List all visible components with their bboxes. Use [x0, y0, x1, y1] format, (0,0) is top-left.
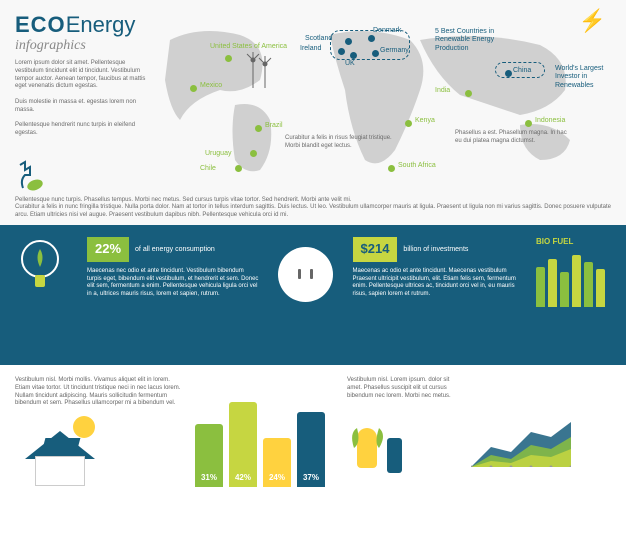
map-caption: Phasellus a est. Phasellum magna. In hac… [455, 130, 575, 146]
europe-cluster [330, 30, 410, 60]
map-footer-text: Pellentesque nunc turpis. Phasellus temp… [15, 197, 611, 220]
country-label: Chile [200, 165, 216, 172]
china-cluster [495, 62, 545, 78]
map-section: ECOEnergy infographics Lorem ipsum dolor… [0, 0, 626, 225]
chart-bar: 31% [195, 424, 223, 487]
intro-text: Lorem ipsum dolor sit amet. Pellentesque… [15, 60, 155, 138]
chart-bar: 24% [263, 438, 291, 487]
chart-bar: 37% [297, 412, 325, 487]
title-energy: Energy [66, 12, 136, 37]
corn-pump-icon [347, 408, 407, 488]
bottom-text1: Vestibulum nisl. Morbi mollis. Vivamus a… [15, 377, 183, 408]
country-label: United States of America [210, 43, 287, 50]
stat2-badge: $214 [353, 237, 398, 262]
country-dot [405, 120, 412, 127]
plug-leaf-icon [15, 160, 50, 195]
country-dot [250, 150, 257, 157]
stat1-badge: 22% [87, 237, 129, 262]
world-map: Mexico United States of America Brazil Urug… [150, 10, 620, 185]
socket-icon [278, 247, 333, 302]
mid-text1: Maecenas nec odio et ante tincidunt. Ves… [87, 268, 259, 299]
country-label: Uruguay [205, 150, 231, 157]
country-dot [465, 90, 472, 97]
bottom-text2: Vestibulum nisl. Lorem ipsum. dolor sit … [347, 377, 459, 400]
country-label: Indonesia [535, 117, 565, 124]
chart-bar: 42% [229, 402, 257, 487]
mid-text2: Maecenas ac odio et ante tincidunt. Maec… [353, 268, 525, 299]
callout-best-countries: 5 Best Countries in Renewable Energy Pro… [435, 28, 515, 53]
lightning-icon: ⚡ [579, 8, 606, 34]
biofuel-bar [560, 272, 569, 307]
stat2-label: billion of investments [403, 246, 468, 254]
subtitle: infographics [15, 38, 155, 54]
biofuel-chart [536, 252, 611, 307]
bar-chart: 31%42%24%37% [195, 397, 335, 487]
country-dot [225, 55, 232, 62]
biofuel-bar [584, 262, 593, 307]
mid-band: 22% of all energy consumption Maecenas n… [0, 225, 626, 365]
country-dot [388, 165, 395, 172]
windmill-icon [245, 50, 275, 90]
country-label: Scotland [305, 35, 332, 42]
bottom-band: Vestibulum nisl. Morbi mollis. Vivamus a… [0, 365, 626, 530]
biofuel-label: BIO FUEL [536, 237, 611, 247]
area-chart [471, 397, 571, 467]
country-dot [235, 165, 242, 172]
country-dot [190, 85, 197, 92]
country-label: UK [345, 60, 355, 67]
callout-china: World's Largest Investor in Renewables [555, 65, 615, 90]
biofuel-bar [548, 259, 557, 307]
country-dot [525, 120, 532, 127]
country-label: Ireland [300, 45, 321, 52]
country-dot [255, 125, 262, 132]
country-label: Kenya [415, 117, 435, 124]
solar-house-icon [15, 416, 105, 486]
biofuel-bar [572, 255, 581, 307]
biofuel-bar [536, 267, 545, 307]
country-label: India [435, 87, 450, 94]
map-caption: Curabitur a felis in risus feugiat trist… [285, 135, 405, 151]
lightbulb-icon [15, 237, 65, 297]
country-label: South Africa [398, 162, 436, 169]
country-label: Brazil [265, 122, 283, 129]
stat1-label: of all energy consumption [135, 246, 215, 254]
biofuel-bar [596, 269, 605, 307]
title-eco: ECO [15, 12, 66, 37]
country-label: Mexico [200, 82, 222, 89]
